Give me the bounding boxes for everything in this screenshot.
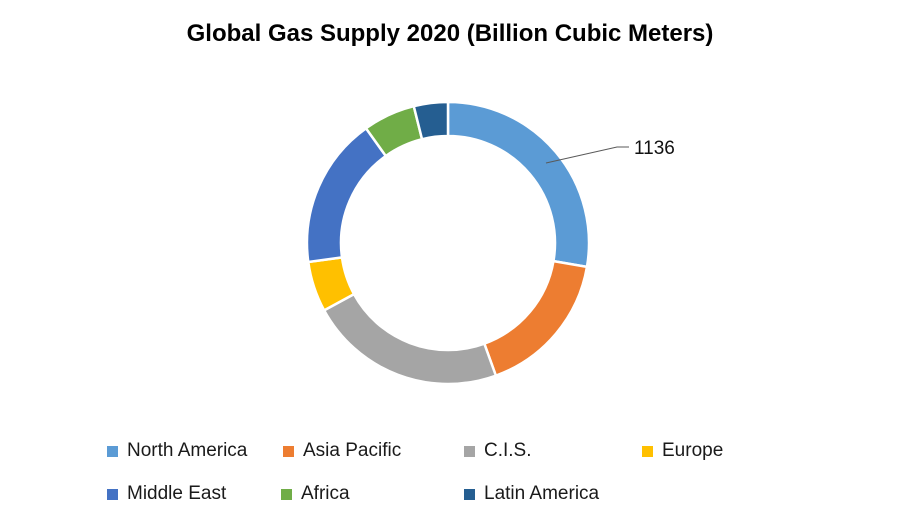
legend-item-middle-east: Middle East <box>107 483 227 504</box>
legend-label: Middle East <box>127 483 227 504</box>
legend-label: C.I.S. <box>484 440 532 461</box>
donut-slice-c-i-s <box>322 292 498 386</box>
legend-swatch-asia-pacific <box>283 445 294 457</box>
legend-item-africa: Africa <box>281 483 350 504</box>
legend-item-latin-america: Latin America <box>464 483 600 504</box>
legend-swatch-europe <box>642 445 653 457</box>
legend-item-north-america: North America <box>107 440 248 461</box>
donut-slices <box>305 100 591 386</box>
legend-item-europe: Europe <box>642 440 724 461</box>
legend-swatch-middle-east <box>107 488 118 500</box>
donut-slice-latin-america <box>412 100 450 141</box>
data-label-north-america: 1136 <box>634 138 675 159</box>
legend-label: Asia Pacific <box>303 440 402 461</box>
legend-swatch-c-i-s <box>464 445 475 457</box>
legend-label: Europe <box>662 440 724 461</box>
donut-slice-north-america <box>446 100 591 269</box>
donut-slice-middle-east <box>305 126 388 264</box>
legend-item-c-i-s: C.I.S. <box>464 440 532 461</box>
legend-swatch-latin-america <box>464 488 475 500</box>
legend-label: Africa <box>301 483 350 504</box>
donut-slice-asia-pacific <box>482 259 589 378</box>
legend-label: Latin America <box>484 483 600 504</box>
legend-label: North America <box>127 440 248 461</box>
legend-swatch-africa <box>281 488 292 500</box>
legend-item-asia-pacific: Asia Pacific <box>283 440 402 461</box>
legend-swatch-north-america <box>107 445 118 457</box>
chart-title: Global Gas Supply 2020 (Billion Cubic Me… <box>186 20 714 47</box>
leader-line <box>545 146 629 164</box>
